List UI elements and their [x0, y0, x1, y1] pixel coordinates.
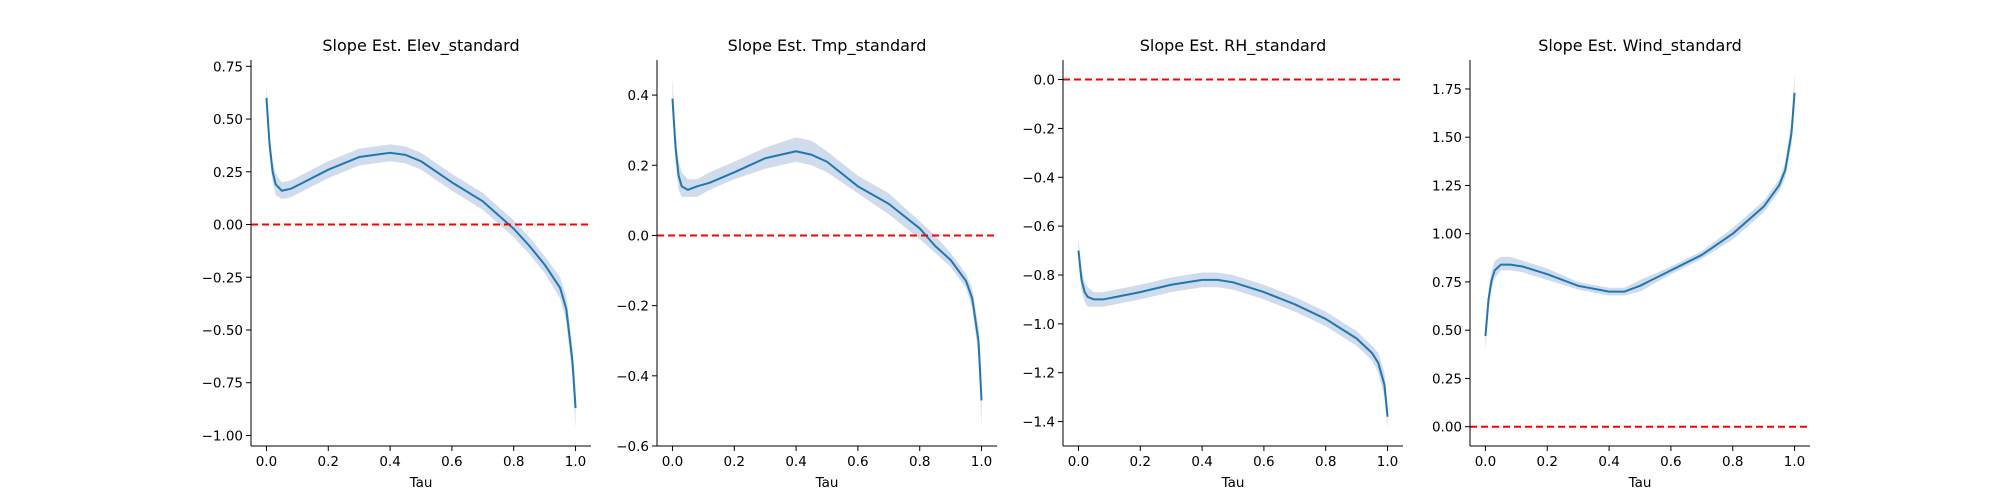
x-tick-label: 0.0: [1475, 454, 1496, 470]
x-tick-label: 0.4: [785, 454, 806, 470]
x-tick-label: 0.6: [441, 454, 462, 470]
y-tick-label: 0.25: [1432, 371, 1462, 387]
y-tick-label: 0.4: [628, 88, 649, 104]
x-tick-label: 0.0: [256, 454, 277, 470]
y-tick-label: 1.75: [1432, 82, 1462, 98]
series-line: [671, 98, 983, 401]
y-tick-label: −0.2: [1022, 121, 1055, 137]
chart-title: Slope Est. RH_standard: [1140, 36, 1326, 56]
y-tick-label: −0.25: [202, 270, 243, 286]
x-tick-label: 0.6: [847, 454, 868, 470]
x-tick-label: 0.6: [1660, 454, 1681, 470]
confidence-band: [1485, 73, 1795, 350]
x-tick-label: 0.0: [662, 454, 683, 470]
x-tick-label: 1.0: [1784, 454, 1805, 470]
chart-panel-3: 0.0 0.2 0.4 0.6 0.8 1.0 −1.4 −1.2 −1.0 −0.8 −0.6 −0…: [1022, 36, 1403, 491]
y-tick-label: 0.25: [213, 165, 243, 181]
x-tick-label: 0.0: [1068, 454, 1089, 470]
x-tick-label: 0.8: [909, 454, 930, 470]
y-tick-label: 0.00: [213, 218, 243, 234]
y-tick-label: −0.2: [616, 299, 649, 315]
x-tick-label: 0.2: [318, 454, 339, 470]
y-tick-label: −0.8: [1022, 268, 1055, 284]
y-tick-label: −0.6: [616, 439, 649, 455]
y-tick-label: 0.50: [1432, 323, 1462, 339]
series-line: [1077, 250, 1389, 417]
y-tick-label: −1.0: [1022, 317, 1055, 333]
y-tick-label: −0.4: [1022, 170, 1055, 186]
y-tick-label: 1.50: [1432, 130, 1462, 146]
chart-title: Slope Est. Elev_standard: [322, 36, 519, 56]
confidence-band: [672, 77, 982, 429]
x-axis-label: Tau: [1628, 475, 1652, 491]
x-tick-label: 1.0: [1377, 454, 1398, 470]
x-tick-label: 0.6: [1253, 454, 1274, 470]
y-tick-label: −1.00: [202, 428, 243, 444]
chart-title: Slope Est. Wind_standard: [1538, 36, 1742, 56]
y-tick-label: −0.75: [202, 376, 243, 392]
chart-title: Slope Est. Tmp_standard: [728, 36, 927, 56]
x-tick-label: 0.2: [724, 454, 745, 470]
y-tick-label: 0.75: [1432, 275, 1462, 291]
x-tick-label: 0.2: [1537, 454, 1558, 470]
x-tick-label: 1.0: [971, 454, 992, 470]
x-tick-label: 0.8: [1315, 454, 1336, 470]
confidence-band: [1078, 238, 1388, 429]
y-tick-label: −0.4: [616, 369, 649, 385]
x-tick-label: 0.8: [503, 454, 524, 470]
y-tick-label: 0.00: [1432, 420, 1462, 436]
x-tick-label: 1.0: [565, 454, 586, 470]
y-tick-label: 0.50: [213, 112, 243, 128]
series-line: [265, 97, 577, 409]
y-tick-label: −1.2: [1022, 366, 1055, 382]
chart-panel-1: 0.0 0.2 0.4 0.6 0.8 1.0 −1.00 −0.75 −0.50 −0.25 0.…: [202, 36, 591, 491]
y-tick-label: −1.4: [1022, 415, 1055, 431]
x-tick-label: 0.4: [379, 454, 400, 470]
y-tick-label: 0.0: [1034, 73, 1055, 89]
x-axis-label: Tau: [1221, 475, 1245, 491]
chart-panel-2: 0.0 0.2 0.4 0.6 0.8 1.0 −0.6 −0.4 −0.2 0.0 0.2 0.4 S…: [616, 36, 997, 491]
y-tick-label: 1.25: [1432, 178, 1462, 194]
x-axis-label: Tau: [409, 475, 433, 491]
chart-panel-4: 0.0 0.2 0.4 0.6 0.8 1.0 0.00 0.25 0.50 0.75 1.00 1.…: [1432, 36, 1810, 491]
confidence-band: [266, 83, 576, 430]
y-tick-label: −0.50: [202, 323, 243, 339]
y-tick-label: 1.00: [1432, 227, 1462, 243]
x-tick-label: 0.2: [1130, 454, 1151, 470]
x-tick-label: 0.8: [1722, 454, 1743, 470]
x-tick-label: 0.4: [1598, 454, 1619, 470]
y-tick-label: 0.0: [628, 228, 649, 244]
x-axis-label: Tau: [815, 475, 839, 491]
series-line: [1484, 92, 1796, 337]
y-tick-label: −0.6: [1022, 219, 1055, 235]
x-tick-label: 0.4: [1191, 454, 1212, 470]
y-tick-label: 0.2: [628, 158, 649, 174]
y-tick-label: 0.75: [213, 59, 243, 75]
